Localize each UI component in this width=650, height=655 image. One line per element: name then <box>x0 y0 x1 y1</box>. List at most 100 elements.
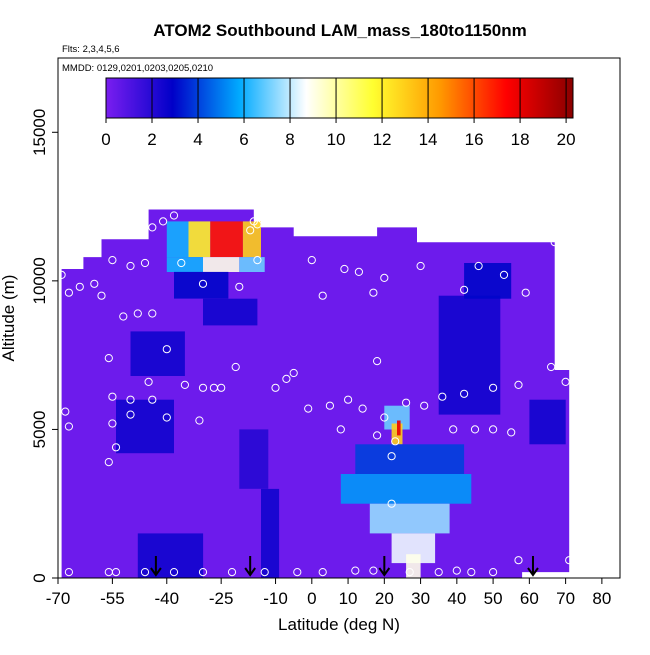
colorbar-tick-label: 2 <box>147 130 156 149</box>
sample-point <box>460 389 469 398</box>
sample-point <box>104 354 113 363</box>
marker-arrow-head <box>150 567 162 577</box>
sample-point <box>561 377 570 386</box>
sample-point <box>416 261 425 271</box>
sample-point <box>514 380 523 389</box>
x-tick-label: 70 <box>556 589 575 608</box>
sample-point <box>198 568 208 577</box>
sample-point <box>235 282 244 291</box>
sample-point <box>380 413 389 422</box>
sample-point <box>90 279 99 288</box>
sample-point <box>198 279 208 288</box>
sample-point <box>460 285 469 294</box>
chart-title: ATOM2 Southbound LAM_mass_180to1150nm <box>153 21 526 40</box>
x-tick-label: 80 <box>592 589 611 608</box>
sample-point <box>253 256 262 265</box>
sample-point <box>126 395 135 404</box>
colorbar-strip <box>105 77 574 119</box>
x-tick-label: -70 <box>46 589 71 608</box>
heatmap-field <box>116 221 566 578</box>
y-tick-label: 15000 <box>30 109 49 156</box>
sample-point <box>227 568 237 577</box>
colorbar-tick-label: 16 <box>465 130 484 149</box>
flights-subtitle: Flts: 2,3,4,5,6 <box>62 44 120 55</box>
sample-point <box>162 413 171 422</box>
sample-point <box>271 383 280 392</box>
heatmap-cell <box>261 488 280 578</box>
heatmap-cell <box>438 295 501 415</box>
heatmap-cell <box>210 221 243 258</box>
y-tick-label: 5000 <box>30 411 49 449</box>
sample-point <box>438 392 447 401</box>
sample-point <box>162 345 171 354</box>
x-tick-label: 20 <box>375 589 394 608</box>
sample-point <box>434 568 443 577</box>
heatmap-cell <box>239 429 269 489</box>
sample-point <box>64 568 74 577</box>
colorbar-tick-label: 20 <box>557 130 576 149</box>
sample-point <box>108 392 117 401</box>
sample-point <box>358 404 367 413</box>
heatmap-cell <box>340 474 472 504</box>
sample-point <box>104 458 113 467</box>
marker-arrow-head <box>378 567 391 577</box>
sample-point <box>380 273 389 282</box>
heatmap-cell <box>116 399 174 454</box>
sample-point <box>387 499 396 508</box>
x-tick-label: 40 <box>447 589 466 608</box>
x-axis-label: Latitude (deg N) <box>278 615 400 634</box>
sample-point <box>75 282 84 291</box>
heatmap-cell <box>529 399 566 445</box>
sample-point <box>111 443 121 452</box>
sample-point <box>148 309 157 318</box>
x-tick-label: -40 <box>154 589 179 608</box>
y-tick-label: 10000 <box>30 257 49 304</box>
heatmap-cell <box>355 444 465 474</box>
sample-point <box>387 452 396 461</box>
sample-point <box>169 211 179 220</box>
sample-point <box>344 395 353 404</box>
x-tick-label: -10 <box>263 589 288 608</box>
x-tick-label: 0 <box>307 589 316 608</box>
sample-point <box>133 309 142 318</box>
colorbar-tick-label: 10 <box>327 130 346 149</box>
heatmap-cell <box>174 271 229 299</box>
colorbar-tick-label: 18 <box>511 130 530 149</box>
sample-point <box>474 261 483 271</box>
heatmap-cell <box>464 263 512 299</box>
sample-point <box>140 568 150 577</box>
sample-point <box>340 264 349 274</box>
y-axis-label: Altitude (m) <box>0 275 18 362</box>
sample-point <box>489 383 498 392</box>
sample-point <box>336 425 345 434</box>
heatmap-cell <box>188 221 211 258</box>
dates-subtitle: MMDD: 0129,0201,0203,0205,0210 <box>62 63 213 74</box>
y-tick-label: 0 <box>30 573 49 582</box>
colorbar-tick-label: 14 <box>419 130 438 149</box>
sample-point <box>369 566 378 575</box>
y-axis: 0 5000 10000 15000 <box>30 109 58 583</box>
heatmap-cell <box>397 420 401 436</box>
sample-points <box>58 211 574 577</box>
sample-point <box>144 377 153 386</box>
x-axis: -70 -55 -40 -25 -10 0 10 20 30 40 50 60 70 80 <box>46 578 611 608</box>
marker-arrow-head <box>527 567 539 577</box>
sample-point <box>289 368 298 378</box>
heatmap-cell <box>369 503 450 534</box>
sample-point <box>108 256 117 265</box>
sample-point <box>420 401 429 410</box>
heatmap-cell <box>203 298 258 326</box>
sample-point <box>325 401 334 410</box>
sample-point <box>111 568 121 577</box>
colorbar-tick-label: 0 <box>101 130 110 149</box>
sample-point <box>177 258 186 268</box>
colorbar-tick-label: 6 <box>239 130 248 149</box>
sample-point <box>260 568 269 577</box>
sample-point <box>148 223 157 232</box>
latitude-markers <box>150 556 539 577</box>
sample-point <box>97 291 106 300</box>
sample-point <box>119 312 128 321</box>
sample-point <box>304 404 313 413</box>
